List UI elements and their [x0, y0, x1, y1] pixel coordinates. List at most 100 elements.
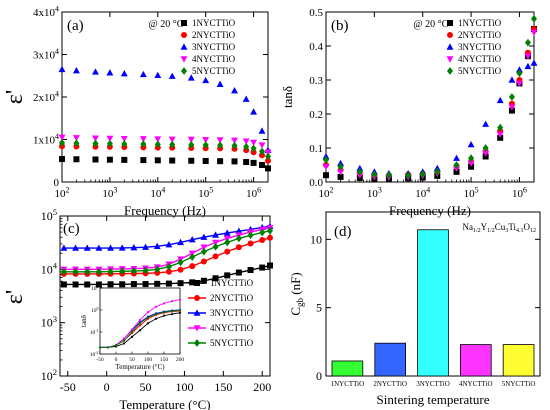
- x-tick-label: 200: [253, 380, 271, 394]
- data-point: [92, 68, 99, 75]
- data-point: [231, 137, 238, 144]
- data-point: [72, 135, 80, 142]
- data-point: [337, 162, 344, 171]
- series-1NYCTTiO: [59, 156, 271, 172]
- data-point: [153, 242, 161, 250]
- panel-b: 102 103 104 105 106 0.0 0.1 0.2 0.3 0.4 0.5 (b) @ 20…: [280, 7, 538, 218]
- data-point: [467, 141, 475, 148]
- inset-point: [154, 305, 158, 308]
- x-tick-label: 105: [198, 186, 213, 200]
- y-tick-label: 0.3: [309, 75, 323, 87]
- data-point: [467, 160, 475, 167]
- data-point: [323, 172, 329, 179]
- data-point: [60, 244, 68, 251]
- data-point: [168, 72, 176, 79]
- data-point: [385, 171, 392, 180]
- inset-point: [130, 328, 134, 331]
- y-tick-label: 104: [41, 261, 58, 277]
- legend-label: 2NYCTTiO: [458, 30, 502, 40]
- data-point: [106, 156, 113, 163]
- legend-marker: [181, 67, 187, 75]
- data-point: [231, 141, 238, 150]
- data-point: [212, 242, 219, 251]
- data-point: [177, 266, 184, 273]
- data-point: [524, 62, 532, 70]
- legend-label: 5NYCTTiO: [192, 66, 236, 76]
- data-point: [92, 156, 99, 163]
- data-point: [189, 263, 196, 270]
- data-point: [84, 281, 91, 288]
- data-point: [216, 80, 224, 87]
- inset-x-tick-label: 0: [115, 357, 118, 363]
- data-point: [72, 244, 80, 251]
- data-point: [482, 144, 489, 152]
- inset-x-tick-label: 100: [144, 357, 153, 363]
- data-point: [130, 281, 137, 288]
- legend-marker: [181, 20, 187, 26]
- data-point: [508, 93, 515, 101]
- data-point: [337, 169, 345, 176]
- inset-point: [138, 329, 142, 332]
- inset-y-tick-label: 10-2: [90, 350, 99, 358]
- inset-point: [170, 313, 174, 316]
- inset-point: [154, 313, 158, 316]
- inset-x-tick-label: -50: [96, 357, 104, 363]
- inset-point: [170, 309, 174, 313]
- x-tick-label: 2NYCTTiO: [373, 380, 407, 388]
- x-tick-label: 0: [104, 380, 110, 394]
- y-tick-label: 0.4: [309, 41, 323, 53]
- data-point: [265, 165, 271, 172]
- bar-4NYCTTiO: [459, 344, 492, 377]
- data-point: [212, 253, 219, 260]
- data-point: [95, 244, 103, 251]
- legend-label: 3NYCTTiO: [192, 42, 236, 52]
- inset-y-tick-label: 101: [91, 284, 99, 292]
- data-point: [119, 267, 126, 276]
- data-point: [468, 154, 475, 163]
- inset-point: [154, 317, 158, 320]
- data-point: [224, 272, 231, 279]
- data-point: [200, 233, 208, 240]
- data-point: [188, 157, 195, 164]
- inset-x-tick-label: 150: [160, 357, 169, 363]
- panel-label: (b): [331, 18, 349, 34]
- legend-label: 4NYCTTiO: [458, 54, 502, 64]
- inset-x-axis-label: Temperature (°C): [115, 363, 165, 371]
- data-point: [142, 243, 150, 250]
- data-point: [235, 227, 243, 234]
- plot-frame: [325, 11, 535, 183]
- data-point: [247, 231, 254, 240]
- data-point: [120, 135, 128, 143]
- data-point: [243, 159, 250, 166]
- x-axis-label: Frequency (Hz): [389, 203, 471, 218]
- data-point: [165, 262, 172, 271]
- y-axis-label: tanδ: [280, 86, 295, 108]
- x-axis-label: Frequency (Hz): [124, 203, 206, 218]
- data-point: [508, 104, 516, 111]
- data-point: [212, 231, 220, 238]
- data-point: [242, 138, 250, 145]
- data-point: [188, 236, 196, 243]
- data-point: [235, 269, 242, 276]
- inset-point: [106, 346, 110, 349]
- legend-marker: [180, 56, 188, 63]
- data-point: [265, 157, 271, 164]
- data-point: [216, 137, 224, 144]
- data-point: [92, 135, 99, 142]
- data-point: [224, 248, 231, 255]
- data-point: [250, 108, 258, 115]
- data-point: [95, 281, 102, 288]
- y-axis-label: ε': [2, 290, 28, 304]
- y-tick-label: 105: [41, 207, 57, 223]
- series-5NYCTTiO: [323, 14, 537, 180]
- x-tick-label: 104: [415, 186, 430, 200]
- x-tick-label: 3NYCTTiO: [416, 380, 450, 388]
- legend-marker: [194, 295, 200, 301]
- data-point: [496, 96, 504, 104]
- inset-point: [130, 330, 134, 334]
- inset-point: [130, 335, 134, 338]
- x-tick-label: -50: [60, 380, 76, 394]
- y-tick-label: 1x104: [33, 132, 59, 146]
- data-point: [356, 167, 363, 176]
- data-point: [73, 156, 80, 163]
